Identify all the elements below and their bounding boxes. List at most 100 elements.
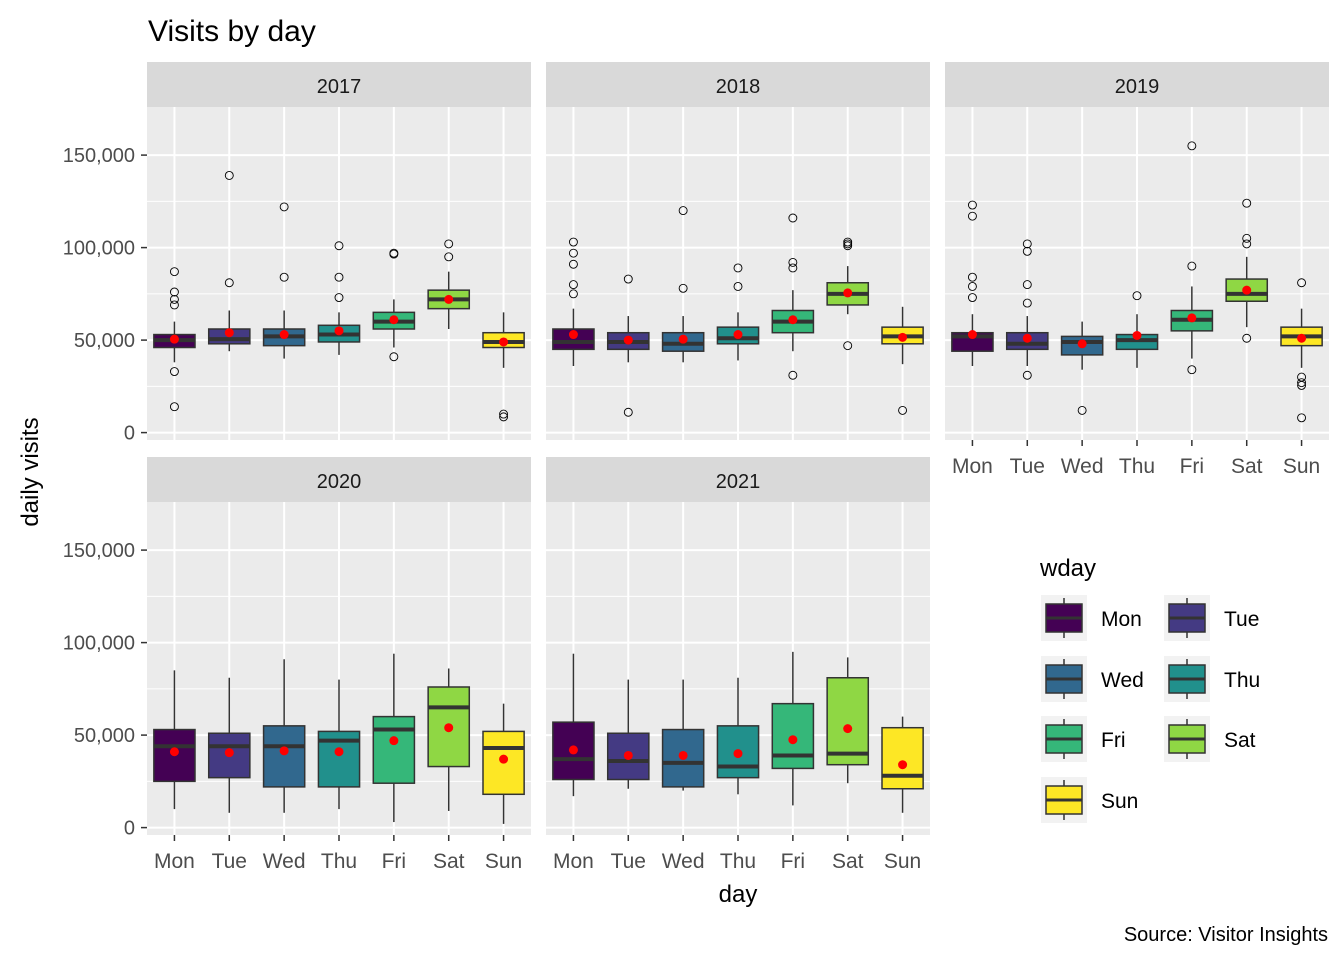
box-body [552, 328, 595, 351]
mean-point [1297, 333, 1307, 343]
box-2021-Fri [771, 651, 815, 806]
box-2018-Sun [881, 306, 924, 415]
outlier-point [1132, 291, 1142, 301]
box-2021-Sun [881, 716, 924, 813]
legend-item-Sat: Sat [1164, 716, 1256, 762]
x-tick-label: Sun [884, 850, 921, 873]
box-2017-Thu [317, 241, 361, 355]
x-tick-label: Thu [720, 850, 756, 873]
chart-caption: Source: Visitor Insights [1124, 924, 1328, 946]
outlier-point [623, 274, 633, 284]
outlier-point [967, 211, 977, 221]
chart-title: Visits by day [148, 15, 316, 48]
outlier-point [1242, 239, 1252, 249]
legend-item-Tue: Tue [1164, 595, 1259, 641]
mean-point [279, 746, 289, 756]
y-tick-label: 0 [124, 423, 135, 445]
outlier-point [1022, 298, 1032, 308]
x-tick-label: Tue [212, 850, 247, 873]
legend-title: wday [1039, 555, 1096, 582]
mean-point [169, 334, 179, 344]
facet-strip-label: 2019 [1115, 76, 1160, 98]
x-tick-label: Wed [662, 850, 705, 873]
x-tick-label: Sat [433, 850, 465, 873]
box-2020-Sun [482, 703, 525, 824]
mean-point [843, 288, 853, 298]
outlier-point [224, 278, 234, 288]
outlier-point [1022, 370, 1032, 380]
facet-panel-2019: 2019 Mon Tue Wed Thu Fri Sat Sun [945, 62, 1329, 478]
box-2020-Tue [207, 677, 251, 813]
x-tick-label: Fri [1180, 455, 1205, 478]
mean-point [224, 328, 234, 338]
box-2017-Fri [372, 248, 416, 362]
facet-panel-2017: 2017 0 50,000 100,000 150,000 [63, 62, 531, 445]
x-tick-label: Mon [553, 850, 594, 873]
x-tick-label: Sun [1283, 455, 1320, 478]
box-2020-Fri [372, 653, 416, 823]
box-body [262, 725, 306, 788]
y-tick-label: 150,000 [63, 145, 135, 167]
outlier-point [898, 405, 908, 415]
legend-item-Mon: Mon [1041, 595, 1142, 641]
mean-point [623, 750, 633, 760]
box-2017-Mon [153, 267, 196, 412]
outlier-point [1022, 280, 1032, 290]
x-tick-label: Tue [1010, 455, 1045, 478]
x-tick-label: Thu [1119, 455, 1155, 478]
mean-point [279, 330, 289, 340]
mean-point [499, 337, 509, 347]
outlier-point [334, 241, 344, 251]
outlier-point [1187, 365, 1197, 375]
outlier-point [169, 367, 179, 376]
mean-point [898, 760, 908, 770]
legend-label: Tue [1224, 608, 1259, 631]
outlier-point [169, 294, 179, 304]
outlier-point [1187, 261, 1197, 271]
outlier-point [568, 248, 578, 258]
outlier-point [444, 252, 454, 262]
box-2019-Thu [1115, 291, 1159, 368]
outlier-point [623, 407, 633, 417]
mean-point [1187, 313, 1197, 323]
mean-point [898, 332, 908, 342]
box-2018-Tue [606, 274, 650, 417]
box-2019-Sat [1225, 198, 1269, 343]
x-axis-title: day [719, 881, 758, 908]
mean-point [623, 335, 633, 345]
mean-point [1077, 339, 1087, 349]
facet-strip-label: 2021 [716, 471, 761, 493]
box-2018-Fri [771, 213, 815, 380]
facet-panels: 2017 0 50,000 100,000 150,000 2018 2019 Mon Tue W… [63, 62, 1329, 873]
legend-label: Thu [1224, 669, 1260, 692]
box-2019-Tue [1005, 239, 1049, 380]
box-2021-Sat [826, 657, 870, 784]
outlier-point [1242, 198, 1252, 208]
legend-item-Thu: Thu [1164, 656, 1260, 702]
box-2019-Wed [1060, 321, 1104, 415]
box-2018-Wed [661, 206, 705, 363]
facet-panel-2021: 2021 Mon Tue Wed Thu Fri Sat Sun [546, 457, 930, 873]
outlier-point [1022, 246, 1032, 256]
mean-point [499, 754, 509, 764]
box-2021-Mon [552, 653, 595, 797]
outlier-point [1297, 380, 1307, 390]
mean-point [1022, 333, 1032, 343]
outlier-point [1022, 239, 1032, 249]
outlier-point [334, 272, 344, 282]
box-2020-Thu [317, 679, 361, 810]
y-tick-label: 50,000 [74, 725, 135, 747]
legend-label: Fri [1101, 729, 1126, 752]
mean-point [444, 294, 454, 304]
outlier-point [967, 272, 977, 282]
box-2019-Mon [951, 200, 994, 366]
mean-point [389, 736, 399, 746]
outlier-point [279, 272, 289, 282]
box-2017-Wed [262, 202, 306, 359]
outlier-point [788, 213, 798, 223]
y-tick-label: 0 [124, 818, 135, 840]
mean-point [733, 330, 743, 340]
outlier-point [499, 409, 509, 419]
mean-point [1242, 285, 1252, 295]
